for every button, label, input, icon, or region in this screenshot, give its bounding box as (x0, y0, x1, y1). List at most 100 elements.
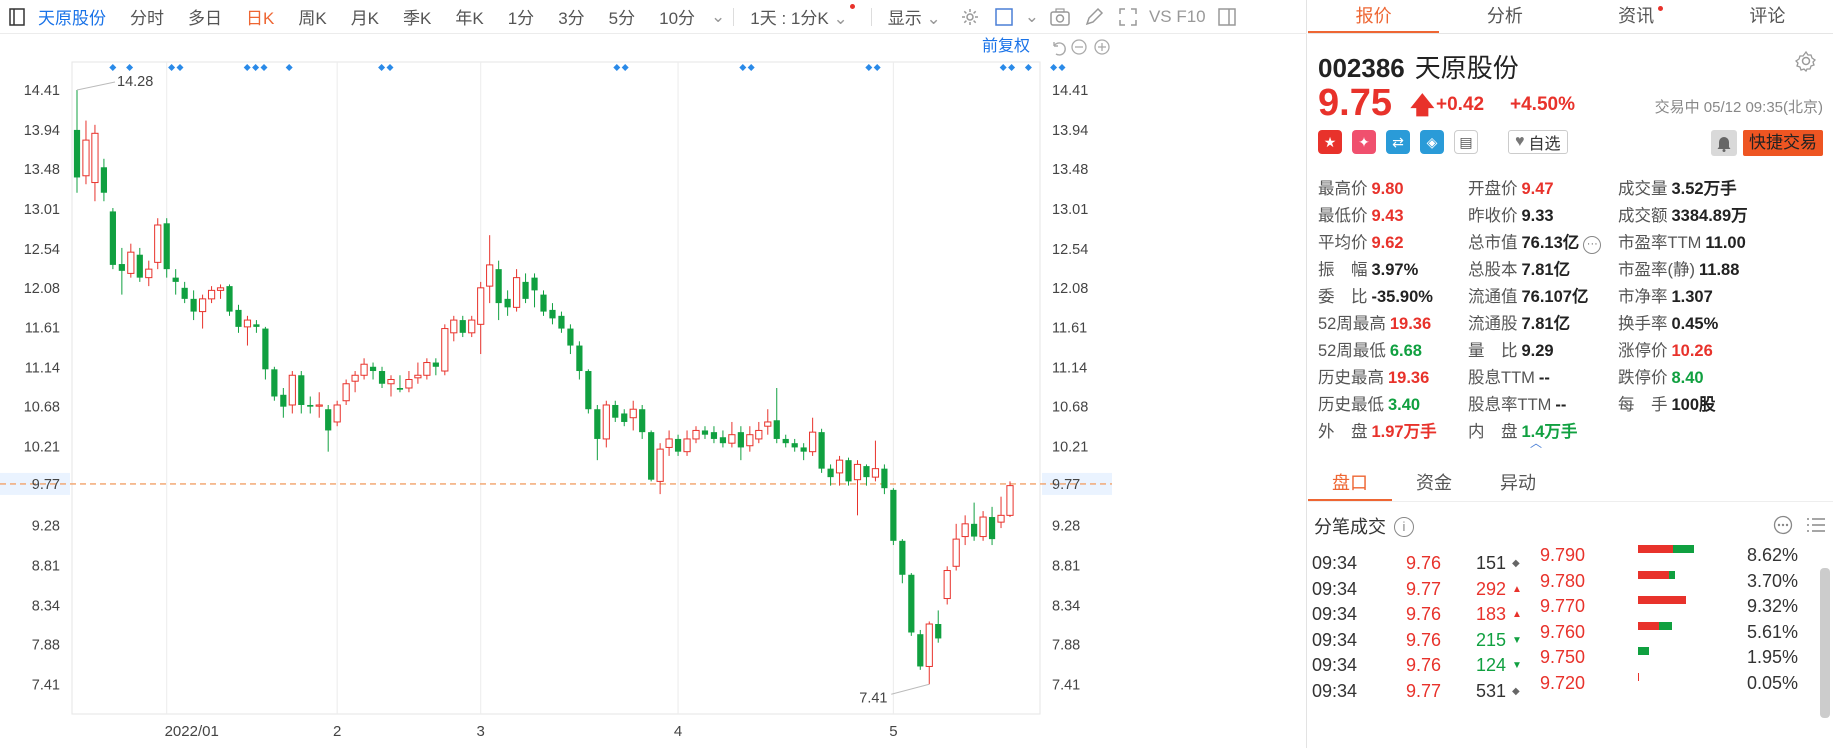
event-marker (260, 64, 268, 71)
info-icon[interactable]: i (1394, 517, 1414, 537)
quick-trade-button[interactable]: 快捷交易 (1743, 130, 1823, 156)
period-tab[interactable]: 季K (403, 9, 432, 28)
more-icon[interactable] (1773, 515, 1793, 540)
list-icon[interactable] (1805, 515, 1827, 540)
f10-button[interactable]: VS F10 (1148, 6, 1206, 26)
period-tab[interactable]: 分时 (130, 9, 164, 28)
y-tick-label-left: 13.01 (24, 202, 60, 218)
zoom-in-icon[interactable] (1094, 39, 1110, 55)
price-change: +0.42 (1436, 94, 1485, 115)
event-marker (621, 64, 629, 71)
add-watchlist-button[interactable]: ♥ 自选 (1508, 130, 1568, 154)
period-tab[interactable]: 10分 (659, 9, 696, 28)
chevron-up-icon[interactable]: ︿ (1530, 436, 1543, 450)
y-tick-label-right: 10.68 (1052, 400, 1088, 416)
period-tab[interactable]: 日K (246, 9, 275, 28)
candle-body-up (127, 251, 135, 274)
candle-body-up (961, 523, 969, 538)
price-profile-row: 9.750 1.95% (1308, 647, 1833, 677)
quote-field-value: 0.45% (1671, 315, 1719, 333)
candle-body-up (943, 570, 951, 600)
candle-body-down (800, 447, 807, 452)
tab-movements[interactable]: 异动 (1500, 473, 1536, 493)
display-menu[interactable]: 显示 ⌄ (876, 4, 953, 29)
tab-quote[interactable]: 报价 (1308, 0, 1440, 33)
period-tab[interactable]: 多日 (188, 9, 222, 28)
tab-label: 分析 (1486, 6, 1523, 26)
tick-price: 9.76 (1406, 629, 1442, 650)
stock-name-link[interactable]: 天原股份 (38, 9, 106, 28)
quote-field-value: 3.97% (1371, 261, 1419, 279)
quote-field-label: 涨停价 (1618, 342, 1668, 360)
adjust-toggle[interactable]: 前复权 (982, 37, 1030, 55)
quote-field-value: -35.90% (1371, 288, 1433, 306)
period-tab[interactable]: 周K (298, 9, 327, 28)
settings-icon[interactable] (957, 4, 983, 30)
zoom-out-icon[interactable] (1071, 39, 1087, 55)
candle-body-up (656, 448, 664, 482)
period-tab[interactable]: 3分 (558, 9, 585, 28)
range-select[interactable]: 1天 : 1分K ⌄ (738, 4, 866, 29)
candlestick-chart[interactable]: 2022/01 2 3 4 5 14.41 14.41 13.94 13.94 13.48 13.4… (0, 34, 1307, 748)
up-arrow-icon: 🡅 (1410, 92, 1435, 119)
quote-field-label: 振 幅 (1318, 261, 1368, 279)
y-tick-label-right: 7.41 (1052, 677, 1080, 693)
stock-code: 002386 (1318, 53, 1405, 83)
x-tick-label: 2 (333, 723, 341, 740)
event-marker (176, 64, 184, 71)
gear-icon[interactable] (1794, 50, 1817, 77)
bell-icon[interactable] (1711, 130, 1737, 156)
quote-row: 振 幅 3.97% 总股本 7.81亿 市盈率(静) 11.88 (1318, 256, 1828, 283)
max-annotation-label: 14.28 (117, 74, 153, 90)
period-more-icon[interactable]: ⌄ (711, 6, 726, 26)
profile-pct: 1.95% (1746, 647, 1798, 667)
quote-field-value: 3.52万手 (1671, 180, 1737, 198)
shuffle-icon[interactable]: ⇄ (1386, 130, 1410, 154)
undo-icon[interactable] (1053, 42, 1066, 56)
indicator-box-icon[interactable] (991, 4, 1017, 30)
sidebar-toggle-icon[interactable] (4, 4, 30, 30)
period-tab[interactable]: 年K (455, 9, 484, 28)
quote-field-label: 总股本 (1468, 261, 1518, 279)
quote-field-value: 3.40 (1388, 396, 1421, 414)
candle-body-down (378, 371, 386, 384)
period-tab[interactable]: 月K (350, 9, 380, 28)
quote-field-label: 52周最高 (1318, 315, 1386, 333)
tab-comments[interactable]: 评论 (1702, 0, 1833, 33)
quote-field-label: 历史最高 (1318, 369, 1384, 387)
tab-news[interactable]: 资讯 (1571, 0, 1702, 33)
y-tick-label-right: 13.94 (1052, 123, 1088, 139)
panel-toggle-icon[interactable] (1214, 4, 1240, 30)
quote-field: 52周最低 6.68 (1318, 337, 1422, 361)
china-flag-icon[interactable]: ★ (1318, 130, 1342, 154)
period-tab[interactable]: 5分 (608, 9, 636, 28)
more-icon[interactable]: ··· (1583, 236, 1602, 254)
quote-field-label: 昨收价 (1468, 207, 1518, 225)
tab-funds[interactable]: 资金 (1416, 473, 1452, 493)
y-tick-label-left: 11.14 (25, 361, 60, 377)
scrollbar[interactable] (1820, 568, 1830, 718)
tab-orderbook[interactable]: 盘口 (1308, 466, 1392, 501)
quote-field: 外 盘 1.97万手 (1318, 418, 1437, 442)
quote-field-label: 股息TTM (1468, 369, 1535, 387)
candle-body-up (925, 623, 933, 667)
camera-icon[interactable] (1047, 4, 1073, 30)
runner-icon[interactable]: ✦ (1352, 130, 1376, 154)
heart-icon: ♥ (1515, 133, 1525, 150)
quote-field-value: 19.36 (1388, 369, 1430, 387)
candle-body-down (396, 388, 404, 390)
tag-icon[interactable]: ◈ (1420, 130, 1444, 154)
event-marker (252, 64, 260, 71)
notebook-icon[interactable]: ▤ (1454, 130, 1478, 154)
fullscreen-icon[interactable] (1115, 4, 1141, 30)
chevron-down-icon[interactable]: ⌄ (1024, 6, 1039, 26)
period-tab[interactable]: 1分 (507, 9, 535, 28)
candle-body-up (450, 319, 458, 334)
profile-sell-bar (1659, 621, 1672, 630)
quote-field-label: 跌停价 (1618, 369, 1668, 387)
tab-analysis[interactable]: 分析 (1439, 0, 1570, 33)
tick-row: 09:34 9.77 531 ◆ (1308, 681, 1608, 711)
pen-icon[interactable] (1081, 4, 1107, 30)
y-tick-label-right: 11.61 (1052, 321, 1087, 337)
tick-volume: 151 (1475, 553, 1506, 573)
